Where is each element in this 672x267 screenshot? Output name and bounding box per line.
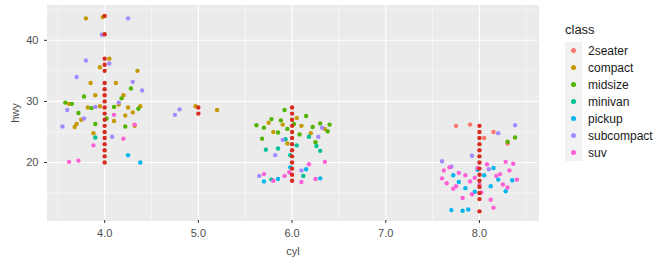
html-text:pickup: pickup <box>588 111 623 126</box>
svg-text:30: 30 <box>26 95 38 107</box>
svg-text:4.0: 4.0 <box>97 227 112 239</box>
svg-text:7.0: 7.0 <box>378 227 393 239</box>
svg-text:8.0: 8.0 <box>472 227 487 239</box>
html-text:compact: compact <box>588 60 634 75</box>
html-text:2seater: 2seater <box>588 43 628 58</box>
html-text:subcompact: subcompact <box>588 128 653 143</box>
svg-text:6.0: 6.0 <box>284 227 299 239</box>
html-text:suv: suv <box>588 145 607 160</box>
svg-text:cyl: cyl <box>286 245 299 257</box>
html-text:midsize: midsize <box>588 77 629 92</box>
svg-text:40: 40 <box>26 34 38 46</box>
html-text:class: class <box>565 22 595 37</box>
svg-text:5.0: 5.0 <box>191 227 206 239</box>
svg-text:20: 20 <box>26 156 38 168</box>
svg-text:hwy: hwy <box>9 103 21 123</box>
html-text:minivan: minivan <box>588 94 630 109</box>
